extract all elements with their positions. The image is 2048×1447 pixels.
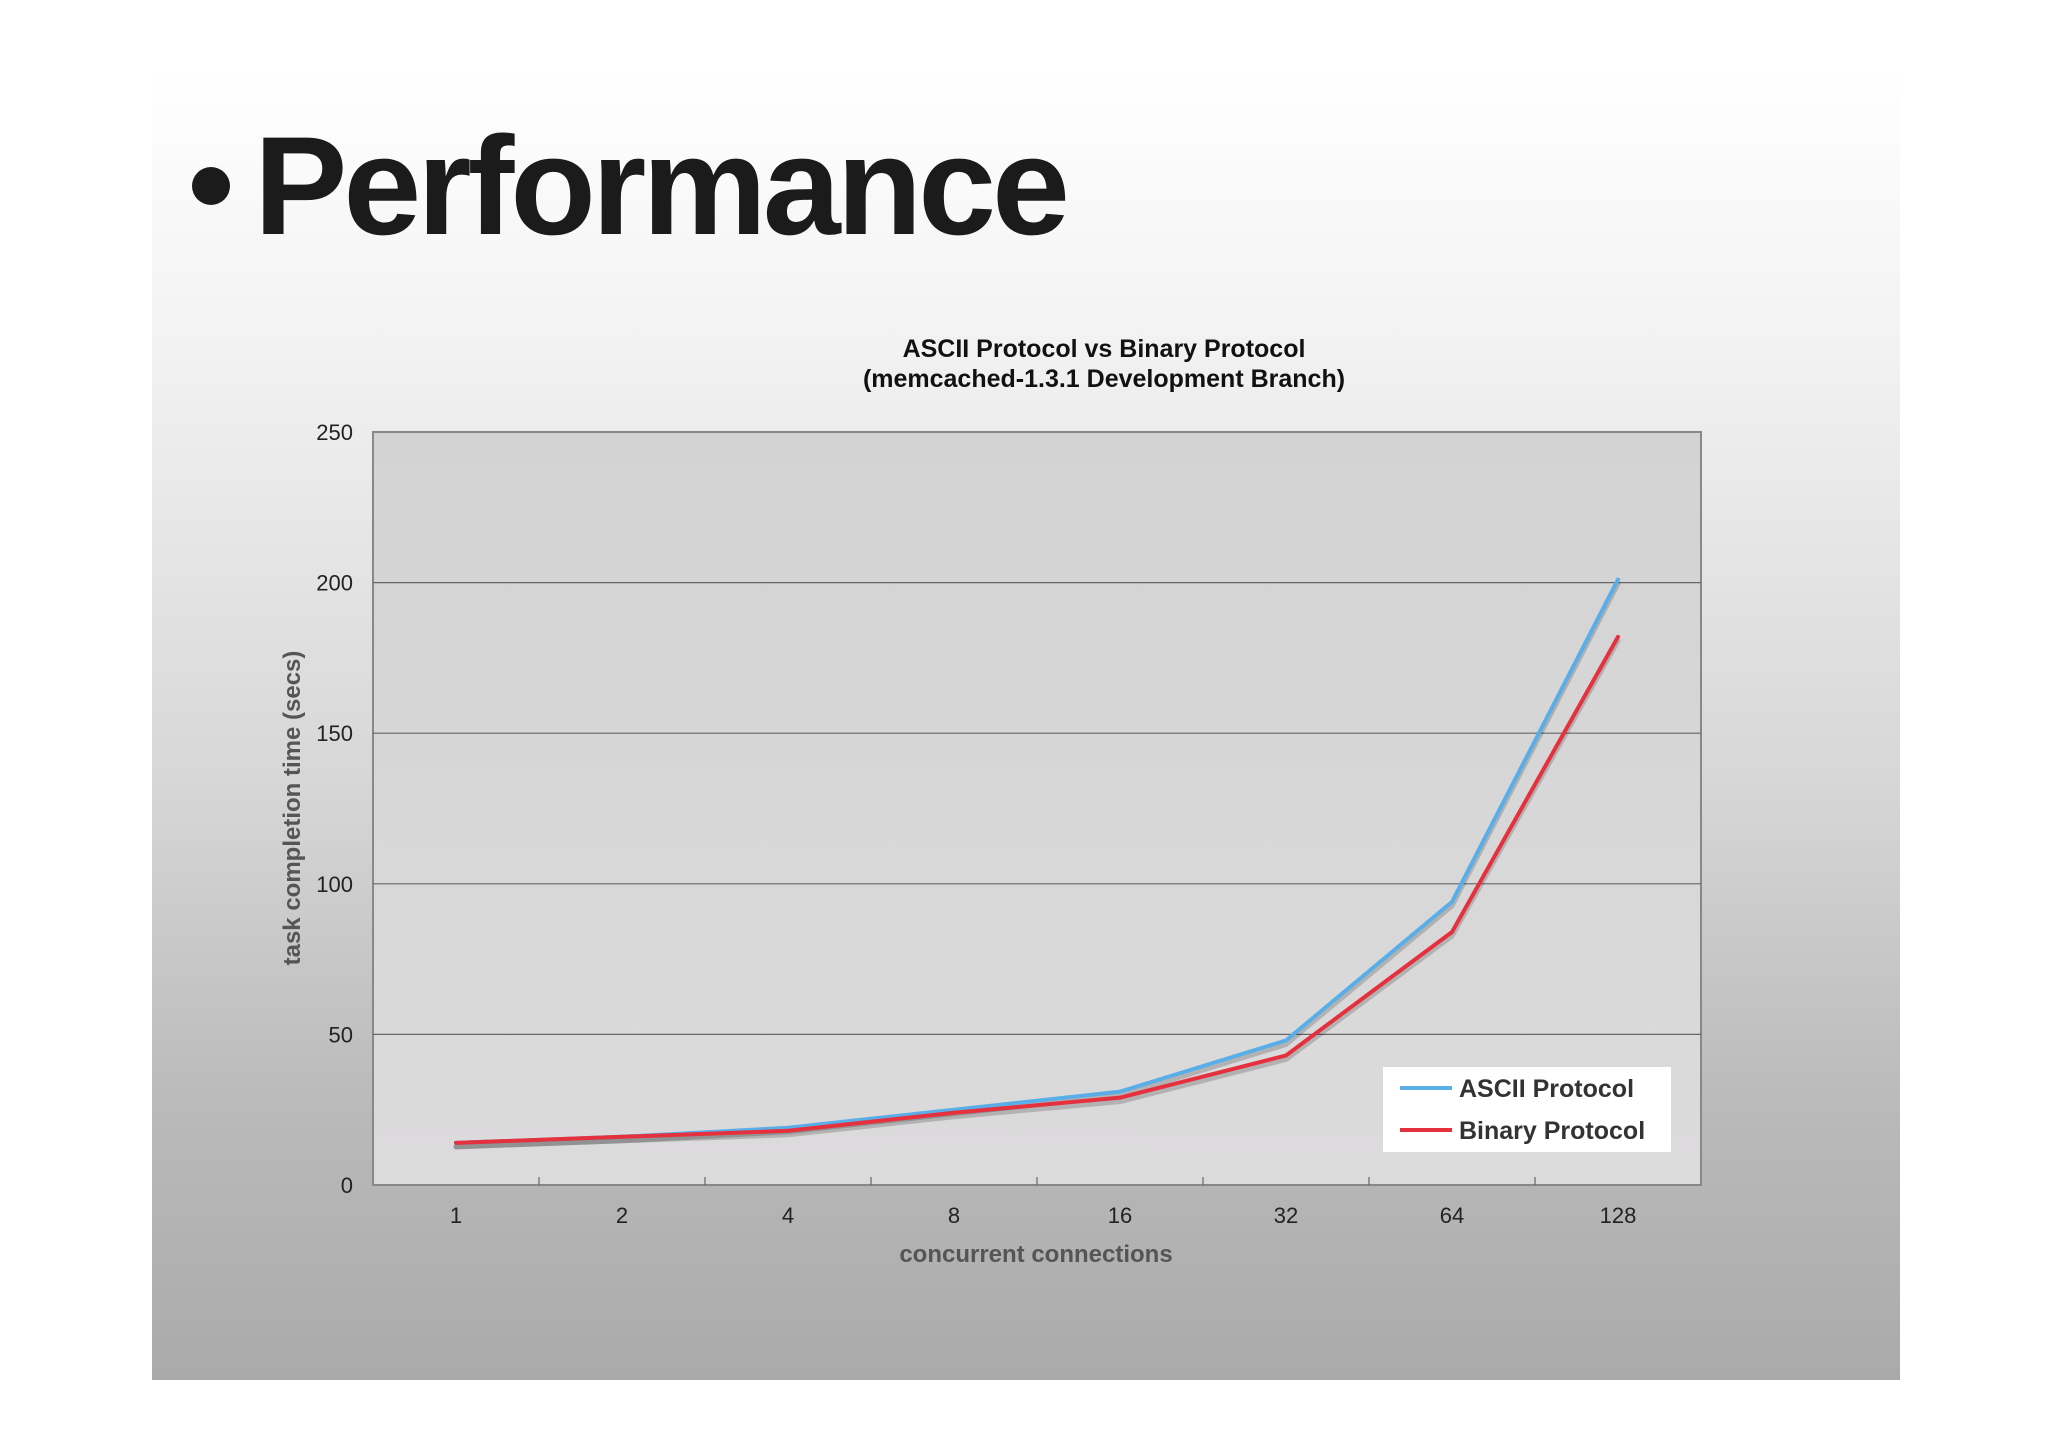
axis-ticks: 0 50 100 150 200 250 1 2 4 8 16 32 64 128	[316, 420, 1636, 1228]
legend: ASCII Protocol Binary Protocol	[1383, 1067, 1671, 1152]
data-point-0-3	[952, 1108, 956, 1112]
data-point-0-5	[1284, 1038, 1288, 1042]
y-tick-label-100: 100	[316, 872, 353, 897]
series-lines	[453, 577, 1621, 1150]
x-tick-label-4: 4	[782, 1203, 794, 1228]
data-point-1-0	[454, 1141, 458, 1145]
x-tick-label-2: 2	[616, 1203, 628, 1228]
x-tick-label-8: 8	[948, 1203, 960, 1228]
x-tick-label-16: 16	[1108, 1203, 1132, 1228]
data-point-1-3	[952, 1111, 956, 1115]
legend-label-ascii: ASCII Protocol	[1459, 1075, 1634, 1103]
data-point-1-2	[786, 1129, 790, 1133]
x-tick-label-32: 32	[1274, 1203, 1298, 1228]
data-point-0-2	[786, 1126, 790, 1130]
series-shadow-1	[453, 638, 1621, 1150]
chart-subtitle: (memcached-1.3.1 Development Branch)	[863, 365, 1345, 393]
data-point-0-7	[1616, 578, 1620, 582]
bullet-icon	[192, 167, 230, 205]
data-point-0-4	[1118, 1090, 1122, 1094]
legend-label-binary: Binary Protocol	[1459, 1117, 1645, 1145]
slide-title: Performance	[254, 107, 1070, 264]
grid-lines	[373, 581, 1701, 1036]
x-tick-label-64: 64	[1440, 1203, 1464, 1228]
y-tick-label-150: 150	[316, 721, 353, 746]
x-tick-label-1: 1	[450, 1203, 462, 1228]
data-point-0-6	[1450, 900, 1454, 904]
series-line-1	[454, 634, 1620, 1145]
legend-box	[1383, 1067, 1671, 1152]
y-tick-label-200: 200	[316, 571, 353, 596]
x-axis-label: concurrent connections	[899, 1241, 1172, 1268]
data-point-1-7	[1616, 635, 1620, 639]
data-point-1-5	[1284, 1053, 1288, 1057]
data-point-1-1	[620, 1135, 624, 1139]
slide-heading: Performance	[192, 106, 1070, 266]
chart-title: ASCII Protocol vs Binary Protocol	[903, 335, 1306, 363]
x-tick-label-128: 128	[1600, 1203, 1637, 1228]
data-point-1-6	[1450, 930, 1454, 934]
plot-area	[372, 431, 1702, 1186]
y-tick-label-50: 50	[329, 1022, 353, 1047]
y-tick-label-250: 250	[316, 420, 353, 445]
y-axis-label: task completion time (secs)	[279, 651, 306, 966]
y-tick-label-0: 0	[341, 1173, 353, 1198]
data-point-1-4	[1118, 1096, 1122, 1100]
